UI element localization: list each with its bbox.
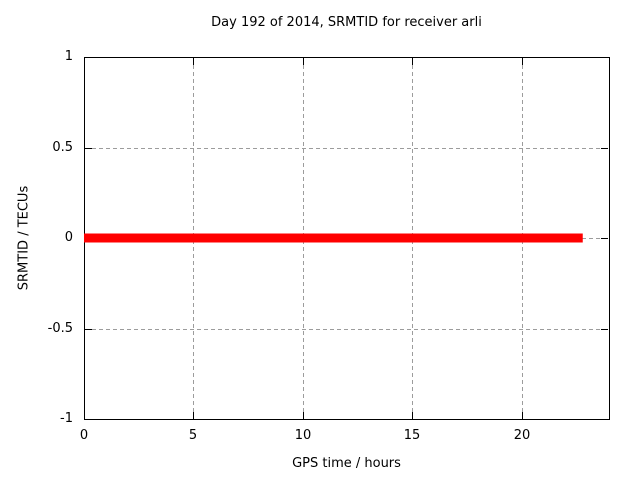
y-tick-label: -0.5 (47, 321, 73, 336)
y-axis-label: SRMTID / TECUs (16, 185, 32, 291)
x-tick-mark-top (84, 58, 85, 65)
y-tick-mark-right (601, 57, 608, 58)
x-axis-label: GPS time / hours (292, 456, 401, 471)
y-tick-mark-left (85, 329, 92, 330)
x-tick-label: 15 (403, 428, 421, 443)
x-tick-mark-top (303, 58, 304, 65)
y-tick-label: 1 (64, 49, 73, 64)
gridline-horizontal (85, 148, 608, 149)
y-tick-mark-right (601, 329, 608, 330)
x-tick-label: 0 (79, 428, 89, 443)
x-tick-label: 5 (188, 428, 198, 443)
gridline-horizontal (85, 329, 608, 330)
x-tick-mark-top (522, 58, 523, 65)
y-tick-label: 0 (64, 230, 73, 245)
y-tick-mark-left (85, 148, 92, 149)
y-tick-label: -1 (60, 411, 73, 426)
y-tick-mark-right (601, 419, 608, 420)
chart-title: Day 192 of 2014, SRMTID for receiver arl… (211, 15, 482, 30)
x-tick-mark-bottom (303, 412, 304, 419)
x-tick-label: 20 (513, 428, 531, 443)
x-tick-mark-bottom (412, 412, 413, 419)
x-tick-mark-top (193, 58, 194, 65)
y-tick-mark-right (601, 238, 608, 239)
y-tick-mark-right (601, 148, 608, 149)
x-tick-mark-bottom (522, 412, 523, 419)
y-tick-label: 0.5 (52, 140, 73, 155)
x-tick-mark-bottom (193, 412, 194, 419)
y-tick-mark-left (85, 419, 92, 420)
x-tick-label: 10 (294, 428, 312, 443)
x-tick-mark-bottom (84, 412, 85, 419)
y-tick-mark-left (85, 57, 92, 58)
x-tick-mark-top (412, 58, 413, 65)
